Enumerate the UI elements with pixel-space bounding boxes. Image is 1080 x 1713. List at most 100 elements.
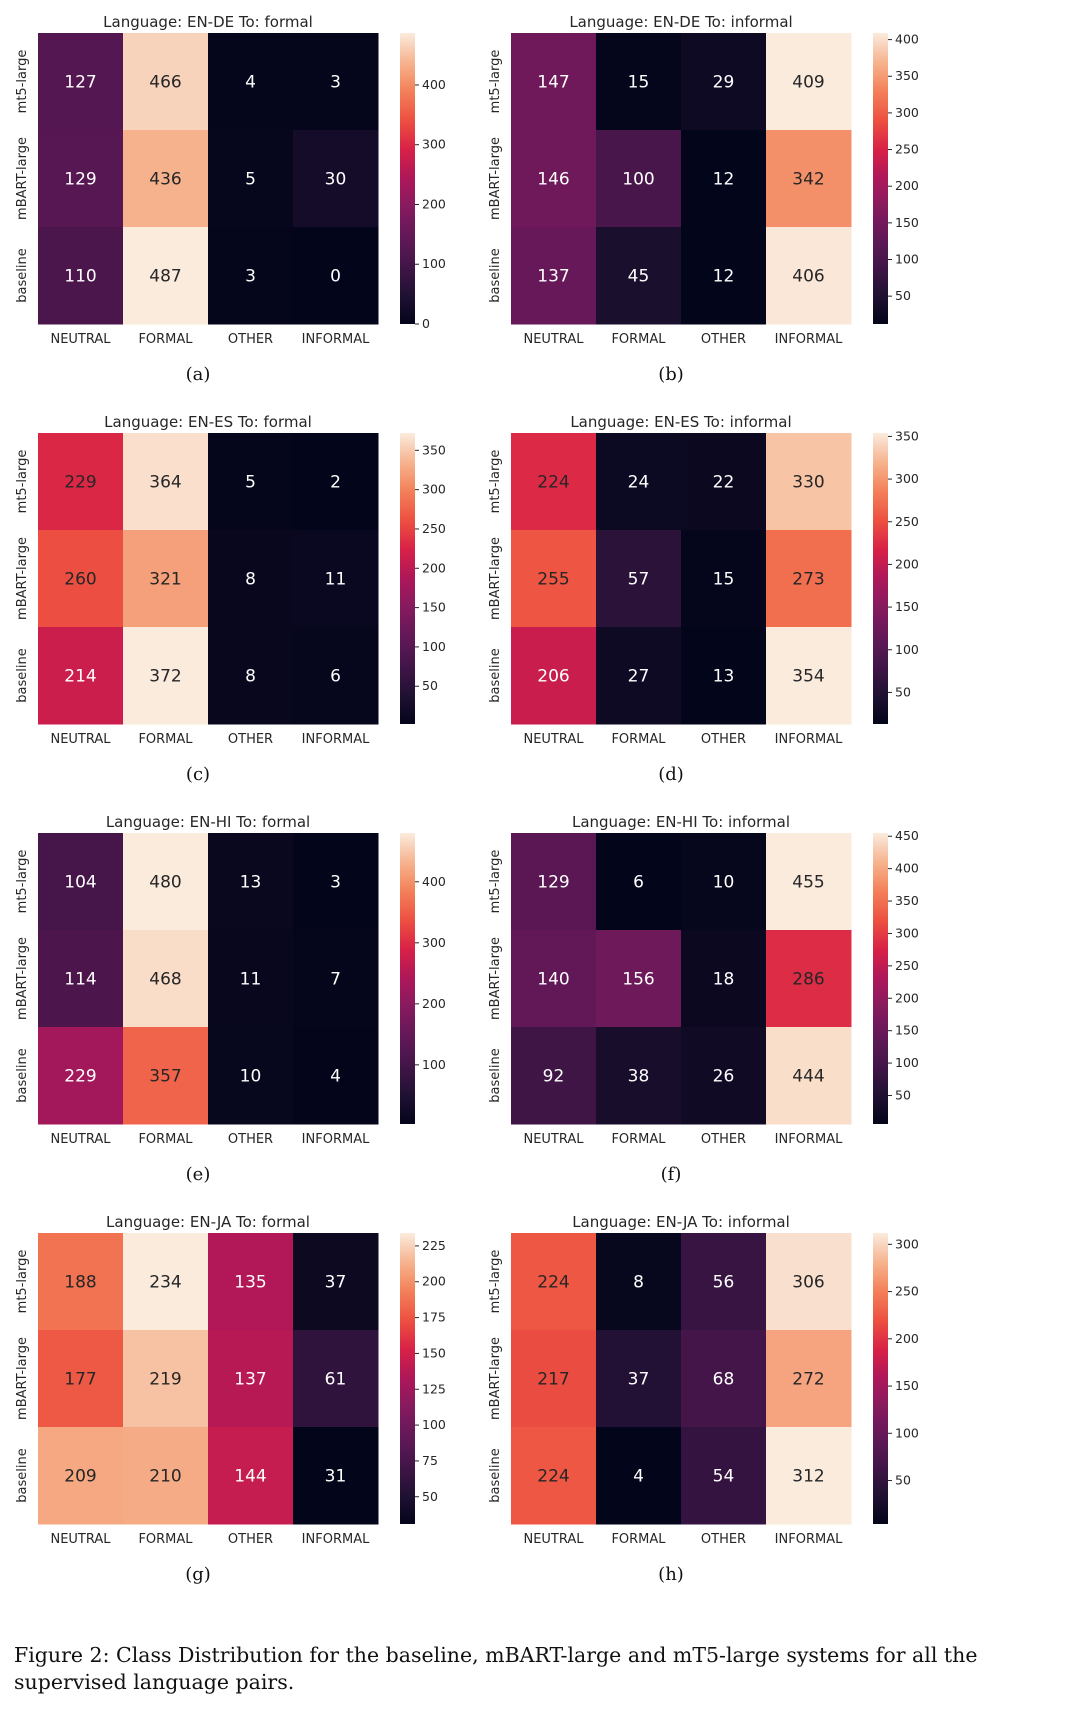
- colorbar-tick-label: 200: [422, 196, 446, 211]
- cell-value-label: 4: [245, 73, 256, 93]
- heatmap-cell: [681, 227, 767, 325]
- cell-value-label: 229: [64, 473, 96, 493]
- x-tick-label: NEUTRAL: [50, 1132, 111, 1147]
- cell-value-label: 224: [537, 473, 569, 493]
- colorbar: [873, 433, 888, 724]
- x-tick-label: NEUTRAL: [523, 1532, 584, 1547]
- heatmap-cell: [766, 1233, 852, 1331]
- cell-value-label: 8: [633, 1273, 644, 1293]
- cell-value-label: 156: [622, 970, 654, 990]
- colorbar-tick-label: 100: [895, 251, 919, 266]
- colorbar-tick-label: 200: [422, 560, 446, 575]
- heatmap-cell: [596, 1233, 682, 1331]
- cell-value-label: 15: [628, 73, 650, 93]
- heatmap-cell: [293, 1027, 379, 1125]
- colorbar: [400, 433, 415, 724]
- heatmap-cell: [681, 1427, 767, 1525]
- colorbar-tick-label: 350: [422, 442, 446, 457]
- heatmap-cell: [208, 530, 294, 628]
- heatmap-cell: [681, 1027, 767, 1125]
- heatmap-cell: [38, 1330, 124, 1428]
- heatmap-cell: [511, 530, 597, 628]
- colorbar-tick-label: 50: [895, 1473, 911, 1488]
- x-tick-label: NEUTRAL: [50, 1532, 111, 1547]
- x-tick-label: FORMAL: [611, 1532, 666, 1547]
- colorbar: [400, 1233, 415, 1524]
- y-tick-label: mBART-large: [488, 137, 503, 220]
- x-tick-label: OTHER: [228, 1532, 273, 1547]
- colorbar-tick-label: 100: [422, 639, 446, 654]
- heatmap-cell: [123, 530, 209, 628]
- x-tick-label: OTHER: [228, 1132, 273, 1147]
- cell-value-label: 6: [633, 873, 644, 893]
- colorbar-tick-label: 300: [422, 935, 446, 950]
- cell-value-label: 455: [792, 873, 824, 893]
- cell-value-label: 27: [628, 667, 650, 687]
- y-tick-label: mt5-large: [15, 450, 30, 514]
- x-tick-label: OTHER: [701, 332, 746, 347]
- cell-value-label: 272: [792, 1370, 824, 1390]
- cell-value-label: 5: [245, 473, 256, 493]
- heatmap-cell: [38, 1233, 124, 1331]
- y-tick-label: mt5-large: [15, 850, 30, 914]
- colorbar-tick-label: 100: [422, 1057, 446, 1072]
- cell-value-label: 13: [713, 667, 735, 687]
- colorbar-tick-label: 350: [895, 428, 919, 443]
- heatmap-cell: [208, 227, 294, 325]
- heatmap-cell: [208, 1427, 294, 1525]
- x-tick-label: FORMAL: [138, 332, 193, 347]
- colorbar: [400, 33, 415, 324]
- cell-value-label: 312: [792, 1467, 824, 1487]
- heatmap-cell: [123, 1330, 209, 1428]
- x-tick-label: FORMAL: [611, 1132, 666, 1147]
- heatmap-cell: [293, 530, 379, 628]
- cell-value-label: 330: [792, 473, 824, 493]
- heatmap-cell: [681, 833, 767, 931]
- heatmap-cell: [123, 930, 209, 1028]
- heatmap-panel-b: Language: EN-DE To: informal 147 15 29 409 14…: [488, 13, 919, 385]
- cell-value-label: 224: [537, 1273, 569, 1293]
- heatmap-cell: [293, 433, 379, 531]
- heatmap-cell: [511, 1233, 597, 1331]
- heatmap-cell: [766, 1027, 852, 1125]
- cell-value-label: 146: [537, 170, 569, 190]
- colorbar-tick-label: 150: [422, 600, 446, 615]
- colorbar-tick-label: 300: [422, 482, 446, 497]
- heatmap-cell: [766, 627, 852, 725]
- heatmap-cell: [511, 433, 597, 531]
- heatmap-cell: [208, 130, 294, 228]
- panel-title: Language: EN-HI To: informal: [572, 813, 790, 831]
- cell-value-label: 10: [240, 1067, 262, 1087]
- colorbar-tick-label: 200: [895, 556, 919, 571]
- cell-value-label: 135: [234, 1273, 266, 1293]
- cell-value-label: 210: [149, 1467, 181, 1487]
- cell-value-label: 3: [330, 73, 341, 93]
- colorbar-tick-label: 150: [895, 215, 919, 230]
- cell-value-label: 22: [713, 473, 735, 493]
- colorbar: [400, 833, 415, 1124]
- y-tick-label: mt5-large: [15, 50, 30, 114]
- cell-value-label: 11: [240, 970, 262, 990]
- heatmap-cell: [293, 833, 379, 931]
- cell-value-label: 11: [325, 570, 347, 590]
- cell-value-label: 26: [713, 1067, 735, 1087]
- colorbar-tick-label: 0: [422, 316, 430, 331]
- x-tick-label: NEUTRAL: [523, 332, 584, 347]
- heatmap-cell: [511, 33, 597, 131]
- heatmap-cell: [596, 1427, 682, 1525]
- cell-value-label: 4: [330, 1067, 341, 1087]
- cell-value-label: 214: [64, 667, 96, 687]
- cell-value-label: 229: [64, 1067, 96, 1087]
- heatmap-cell: [766, 1427, 852, 1525]
- heatmap-cell: [511, 1027, 597, 1125]
- y-tick-label: baseline: [15, 1048, 30, 1102]
- y-tick-label: mt5-large: [488, 50, 503, 114]
- colorbar-tick-label: 250: [422, 521, 446, 536]
- colorbar-tick-label: 200: [895, 990, 919, 1005]
- x-tick-label: INFORMAL: [302, 1532, 370, 1547]
- cell-value-label: 306: [792, 1273, 824, 1293]
- heatmap-cell: [511, 130, 597, 228]
- cell-value-label: 30: [325, 170, 347, 190]
- cell-value-label: 234: [149, 1273, 181, 1293]
